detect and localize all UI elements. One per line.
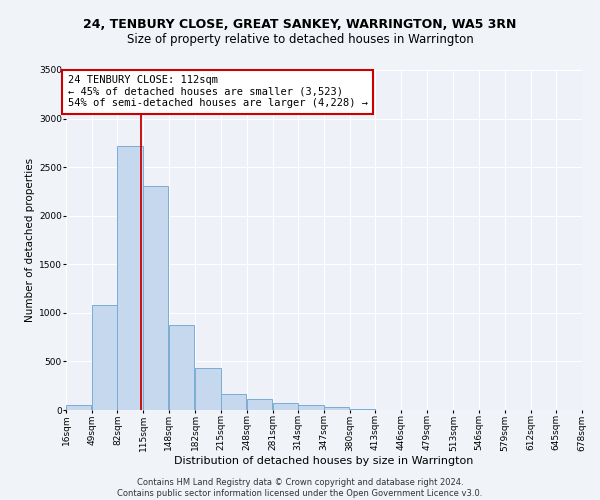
Bar	[169, 326, 194, 410]
Bar	[247, 400, 272, 410]
Bar	[350, 409, 375, 410]
Bar	[92, 305, 117, 410]
Bar	[196, 368, 221, 410]
Text: Contains HM Land Registry data © Crown copyright and database right 2024.
Contai: Contains HM Land Registry data © Crown c…	[118, 478, 482, 498]
Text: 24, TENBURY CLOSE, GREAT SANKEY, WARRINGTON, WA5 3RN: 24, TENBURY CLOSE, GREAT SANKEY, WARRING…	[83, 18, 517, 30]
Bar	[272, 403, 298, 410]
Bar	[118, 146, 143, 410]
Text: Size of property relative to detached houses in Warrington: Size of property relative to detached ho…	[127, 32, 473, 46]
Bar	[221, 394, 247, 410]
Y-axis label: Number of detached properties: Number of detached properties	[25, 158, 35, 322]
Bar	[324, 407, 349, 410]
Text: 24 TENBURY CLOSE: 112sqm
← 45% of detached houses are smaller (3,523)
54% of sem: 24 TENBURY CLOSE: 112sqm ← 45% of detach…	[68, 75, 368, 108]
Bar	[298, 404, 323, 410]
Bar	[143, 186, 169, 410]
Bar	[66, 405, 91, 410]
X-axis label: Distribution of detached houses by size in Warrington: Distribution of detached houses by size …	[175, 456, 473, 466]
